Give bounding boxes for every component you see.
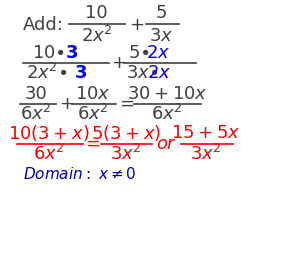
Text: $5(3+x)$: $5(3+x)$ <box>91 123 161 143</box>
Text: $6x^2$: $6x^2$ <box>33 144 64 164</box>
Text: 10: 10 <box>85 4 108 22</box>
Text: $\mathit{Domain:}\ x\neq 0$: $\mathit{Domain:}\ x\neq 0$ <box>23 166 136 182</box>
Text: $6x^2$: $6x^2$ <box>20 103 52 124</box>
Text: +: + <box>130 16 144 34</box>
Text: $6x^2$: $6x^2$ <box>151 103 183 124</box>
Text: $10x$: $10x$ <box>75 85 111 103</box>
Text: or: or <box>157 135 175 153</box>
Text: 3: 3 <box>75 64 88 82</box>
Text: 5: 5 <box>156 4 167 22</box>
Text: $3x$: $3x$ <box>149 27 174 45</box>
Text: +: + <box>111 54 126 72</box>
Text: $2x^2$: $2x^2$ <box>81 26 112 46</box>
Text: $10(3+x)$: $10(3+x)$ <box>8 123 89 143</box>
Text: $3x{\bullet}$: $3x{\bullet}$ <box>126 64 159 82</box>
Text: $3x^2$: $3x^2$ <box>190 144 222 164</box>
Text: $6x^2$: $6x^2$ <box>77 103 109 124</box>
Text: $2x$: $2x$ <box>146 44 170 62</box>
Text: $10{\bullet}$: $10{\bullet}$ <box>32 44 65 62</box>
Text: $2x^2{\bullet}$: $2x^2{\bullet}$ <box>26 63 67 83</box>
Text: $2x$: $2x$ <box>147 64 171 82</box>
Text: Add:: Add: <box>23 16 64 34</box>
Text: =: = <box>85 135 100 153</box>
Text: =: = <box>119 95 134 113</box>
Text: $30+10x$: $30+10x$ <box>127 85 208 103</box>
Text: +: + <box>59 95 74 113</box>
Text: $5{\bullet}$: $5{\bullet}$ <box>128 44 150 62</box>
Text: $15+5x$: $15+5x$ <box>171 124 241 142</box>
Text: 30: 30 <box>25 85 47 103</box>
Text: 3: 3 <box>66 44 79 62</box>
Text: $3x^2$: $3x^2$ <box>110 144 142 164</box>
